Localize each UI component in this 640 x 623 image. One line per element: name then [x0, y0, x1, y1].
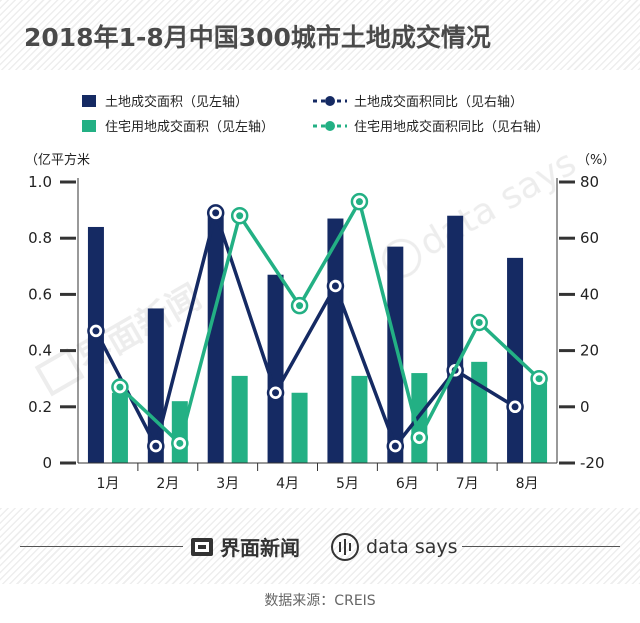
x-tick-label: 6月	[396, 476, 419, 492]
point-residential-yoy-dot	[415, 434, 423, 442]
point-land-yoy-dot	[92, 327, 100, 335]
bar-residential-area	[531, 375, 548, 463]
header-band	[0, 0, 640, 70]
bar-residential-area	[231, 375, 248, 463]
x-axis: 1月 2月 3月 4月 5月 6月 7月 8月	[78, 462, 557, 492]
x-tick-label: 4月	[276, 476, 299, 492]
legend-swatch-land-yoy	[313, 96, 347, 106]
bar-land-area	[387, 246, 404, 463]
legend-swatch-residential-yoy	[313, 121, 347, 131]
right-axis: -20 0 20 40 60 80	[556, 173, 605, 472]
point-land-yoy-dot	[331, 282, 339, 290]
legend-label-land-yoy: 土地成交面积同比（见右轴）	[354, 94, 523, 110]
point-residential-yoy-dot	[176, 439, 184, 447]
bar-residential-area	[111, 392, 128, 463]
x-tick-label: 8月	[516, 476, 539, 492]
right-tick-label: 20	[580, 342, 599, 360]
footer-brand: 界面新闻	[190, 532, 300, 561]
x-tick-label: 3月	[216, 476, 239, 492]
x-tick-label: 1月	[96, 476, 119, 492]
footer-brand-text: 界面新闻	[220, 536, 300, 560]
footer-data-says: data says	[330, 532, 458, 562]
legend-swatch-land-area	[82, 95, 96, 107]
bars	[87, 210, 548, 463]
left-tick-label: 0.6	[28, 285, 52, 303]
legend-label-residential-yoy: 住宅用地成交面积同比（见右轴）	[354, 119, 549, 135]
left-tick-label: 1.0	[28, 173, 52, 191]
left-axis-unit: （亿平方米	[25, 152, 90, 168]
point-residential-yoy-dot	[116, 383, 124, 391]
bar-land-area	[87, 226, 104, 463]
legend-label-residential-area: 住宅用地成交面积（见左轴）	[105, 119, 274, 135]
left-tick-label: 0	[42, 454, 52, 472]
bar-residential-area	[471, 361, 488, 463]
point-residential-yoy-dot	[475, 319, 483, 326]
line-land-yoy	[94, 211, 516, 448]
right-tick-label: 0	[580, 398, 590, 416]
x-tick-label: 2月	[156, 476, 179, 492]
watermark: 界面新闻 data says	[34, 142, 583, 397]
legend-label-land-area: 土地成交面积（见左轴）	[105, 94, 248, 110]
watermark-data-says: data says	[412, 142, 583, 264]
legend-swatch-residential-area	[82, 120, 96, 132]
point-residential-yoy-dot	[296, 302, 304, 310]
jiemian-logo-icon	[191, 537, 213, 556]
bar-land-area	[447, 215, 464, 463]
footer-data-says-text: data says	[366, 536, 458, 558]
data-source: 数据来源：CREIS	[264, 593, 376, 609]
right-tick-label: -20	[580, 454, 605, 472]
x-tick-label: 7月	[456, 476, 479, 492]
footer-rule-right	[462, 546, 620, 547]
footer-rule-left	[20, 546, 183, 547]
left-axis: 0 0.2 0.4 0.6 0.8 1.0	[28, 173, 79, 472]
bar-residential-area	[171, 401, 188, 463]
chart-area: 界面新闻 data says 土地成交面积（见左轴） 住宅用地成交面积（见左轴）…	[25, 94, 615, 492]
lines	[87, 192, 548, 455]
point-residential-yoy-dot	[535, 375, 543, 383]
bar-residential-area	[351, 375, 368, 463]
point-residential-yoy-dot	[355, 198, 363, 206]
x-tick-label: 5月	[336, 476, 359, 492]
point-land-yoy-dot	[511, 403, 519, 411]
right-tick-label: 60	[580, 229, 599, 247]
point-land-yoy-dot	[391, 442, 399, 450]
bar-land-area	[207, 210, 224, 463]
bar-residential-area	[291, 392, 308, 463]
point-residential-yoy-dot	[236, 212, 244, 220]
chart-title: 2018年1-8月中国300城市土地成交情况	[24, 23, 491, 52]
left-tick-label: 0.8	[28, 229, 52, 247]
bar-land-area	[267, 274, 284, 463]
line-residential-yoy	[118, 199, 541, 446]
data-says-logo-icon	[331, 533, 359, 561]
right-axis-unit: （%）	[577, 153, 615, 168]
right-tick-label: 40	[580, 285, 599, 303]
point-land-yoy-dot	[152, 442, 160, 450]
legend: 土地成交面积（见左轴） 住宅用地成交面积（见左轴） 土地成交面积同比（见右轴） …	[82, 94, 549, 135]
left-tick-label: 0.4	[28, 342, 52, 360]
point-land-yoy-dot	[212, 209, 220, 217]
point-land-yoy-dot	[272, 389, 280, 397]
left-tick-label: 0.2	[28, 398, 52, 416]
right-tick-label: 80	[580, 173, 599, 191]
